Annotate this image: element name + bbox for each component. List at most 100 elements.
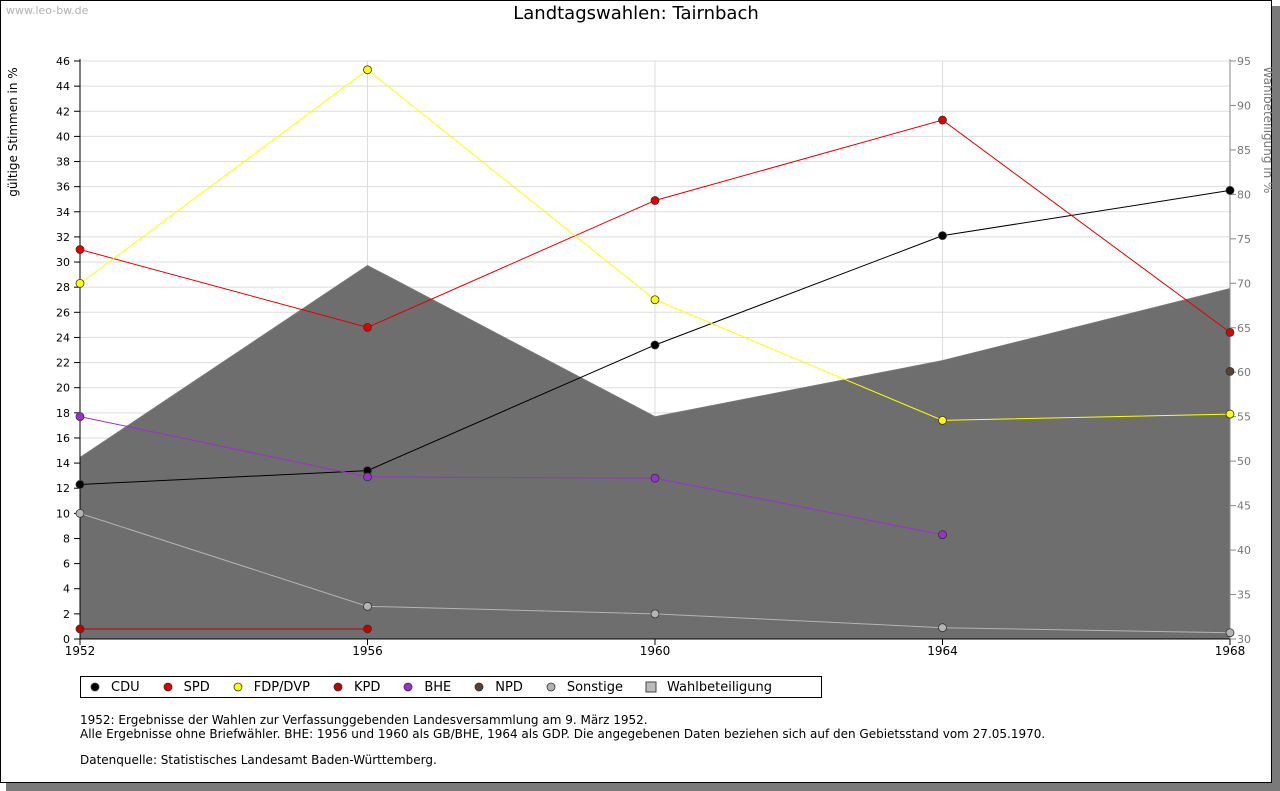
legend-marker-cdu xyxy=(89,681,101,693)
y2-tick-label: 70 xyxy=(1237,277,1251,290)
y-tick-label: 8 xyxy=(63,532,70,545)
legend-item-wahlbeteiligung: Wahlbeteiligung xyxy=(645,680,772,695)
series-points xyxy=(75,65,1235,638)
y2-tick-label: 35 xyxy=(1237,589,1251,602)
y2-tick-label: 85 xyxy=(1237,144,1251,157)
footnote-1: 1952: Ergebnisse der Wahlen zur Verfassu… xyxy=(80,713,648,727)
turnout-area xyxy=(79,264,1231,639)
point-cdu-1952 xyxy=(75,480,85,489)
y-tick-label: 28 xyxy=(56,281,70,294)
y2-tick-label: 45 xyxy=(1237,500,1251,513)
legend-marker-sonstige xyxy=(545,681,557,693)
y-tick-label: 12 xyxy=(56,482,70,495)
y-tick-label: 20 xyxy=(56,382,70,395)
point-spd-1960 xyxy=(650,196,660,205)
axes: 0246810121416182022242628303234363840424… xyxy=(56,55,1251,658)
legend-marker-bhe xyxy=(402,681,414,693)
x-tick-label: 1956 xyxy=(352,644,383,658)
legend-label: NPD xyxy=(495,679,523,695)
y2-axis-label: Wahlbeteiligung in % xyxy=(1261,67,1275,194)
legend-item-sonstige: Sonstige xyxy=(545,680,623,695)
point-cdu-1960 xyxy=(650,340,660,350)
point-bhe-1960 xyxy=(650,473,660,483)
frame-shadow-right xyxy=(1272,6,1280,791)
turnout-line xyxy=(79,264,1231,459)
legend-item-bhe: BHE xyxy=(402,680,451,695)
x-tick-label: 1960 xyxy=(640,644,671,658)
y-tick-label: 40 xyxy=(56,130,70,143)
point-kpd-1952 xyxy=(75,624,85,634)
point-npd-1968 xyxy=(1225,366,1235,376)
y-tick-label: 22 xyxy=(56,357,70,370)
turnout-area-fill xyxy=(80,265,1230,639)
legend-marker-wahlbeteiligung xyxy=(645,681,657,693)
y-tick-label: 2 xyxy=(63,608,70,621)
point-fdp-dvp-1964 xyxy=(938,415,947,425)
point-sonstige-1964 xyxy=(938,623,947,633)
point-bhe-1952 xyxy=(75,412,85,421)
point-sonstige-1968 xyxy=(1225,628,1235,638)
y-tick-label: 36 xyxy=(56,181,70,194)
y2-tick-label: 90 xyxy=(1237,99,1251,112)
legend-label: Sonstige xyxy=(566,679,624,695)
y2-tick-label: 95 xyxy=(1237,55,1251,68)
legend-item-spd: SPD xyxy=(162,680,210,695)
y-tick-label: 34 xyxy=(56,206,70,219)
point-kpd-1956 xyxy=(363,624,372,634)
point-bhe-1964 xyxy=(938,530,947,540)
legend-marker-npd xyxy=(473,681,485,693)
legend-label: FDP/DVP xyxy=(253,679,310,695)
point-fdp-dvp-1956 xyxy=(363,65,372,75)
legend-item-kpd: KPD xyxy=(332,680,380,695)
legend-marker-fdp-dvp xyxy=(232,681,244,693)
footnotes: 1952: Ergebnisse der Wahlen zur Verfassu… xyxy=(80,713,1045,767)
point-spd-1956 xyxy=(363,322,372,332)
y2-tick-label: 60 xyxy=(1237,366,1251,379)
legend-item-fdp-dvp: FDP/DVP xyxy=(232,680,310,695)
y-tick-label: 14 xyxy=(56,457,70,470)
point-sonstige-1952 xyxy=(75,508,85,518)
chart-legend: CDU SPD FDP/DVP KPD BHE NPD Sonstige Wahlbeteil… xyxy=(80,676,822,698)
y-tick-label: 46 xyxy=(56,55,70,68)
series-line-bhe xyxy=(79,416,943,536)
y-tick-label: 26 xyxy=(56,306,70,319)
y2-tick-label: 40 xyxy=(1237,544,1251,557)
point-cdu-1964 xyxy=(938,231,947,241)
y2-tick-label: 30 xyxy=(1237,633,1251,646)
y-tick-label: 30 xyxy=(56,256,70,269)
x-tick-label: 1952 xyxy=(65,644,96,658)
point-spd-1964 xyxy=(938,115,947,125)
legend-label: KPD xyxy=(353,679,381,695)
y-tick-label: 0 xyxy=(63,633,70,646)
point-fdp-dvp-1968 xyxy=(1225,409,1235,419)
legend-label: Wahlbeteiligung xyxy=(667,679,773,695)
legend-marker-spd xyxy=(162,681,174,693)
footnote-source: Datenquelle: Statistisches Landesamt Bad… xyxy=(80,753,437,767)
y-tick-label: 4 xyxy=(63,583,70,596)
y2-tick-label: 80 xyxy=(1237,188,1251,201)
point-bhe-1956 xyxy=(363,472,372,482)
point-spd-1952 xyxy=(75,245,85,254)
point-sonstige-1956 xyxy=(363,601,372,611)
y2-tick-label: 55 xyxy=(1237,411,1251,424)
footnote-2: Alle Ergebnisse ohne Briefwähler. BHE: 1… xyxy=(80,727,1046,741)
legend-item-npd: NPD xyxy=(473,680,523,695)
y2-tick-label: 50 xyxy=(1237,455,1251,468)
legend-item-cdu: CDU xyxy=(89,680,140,695)
y2-tick-label: 65 xyxy=(1237,322,1251,335)
point-cdu-1968 xyxy=(1225,186,1235,195)
point-sonstige-1960 xyxy=(650,609,660,619)
point-fdp-dvp-1952 xyxy=(75,279,85,288)
y-tick-label: 38 xyxy=(56,156,70,169)
x-tick-label: 1964 xyxy=(927,644,958,658)
y2-tick-label: 75 xyxy=(1237,233,1251,246)
legend-label: SPD xyxy=(183,679,210,695)
legend-label: CDU xyxy=(111,679,140,695)
point-spd-1968 xyxy=(1225,328,1235,337)
legend-marker-kpd xyxy=(332,681,344,693)
y-tick-label: 16 xyxy=(56,432,70,445)
y-axis-label: gültige Stimmen in % xyxy=(6,67,20,196)
watermark: www.leo-bw.de xyxy=(6,4,89,17)
y-tick-label: 42 xyxy=(56,105,70,118)
chart-title: Landtagswahlen: Tairnbach xyxy=(513,3,759,24)
